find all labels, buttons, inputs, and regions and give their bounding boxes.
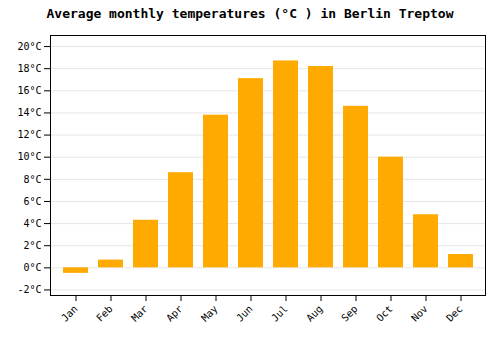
svg-text:Nov: Nov <box>409 303 430 324</box>
svg-text:Apr: Apr <box>164 303 185 324</box>
svg-text:6°C: 6°C <box>23 196 41 207</box>
svg-text:Feb: Feb <box>94 303 115 324</box>
svg-text:14°C: 14°C <box>17 107 41 118</box>
svg-text:16°C: 16°C <box>17 85 41 96</box>
svg-text:Jan: Jan <box>59 303 80 324</box>
svg-text:Jul: Jul <box>269 303 290 324</box>
svg-text:12°C: 12°C <box>17 129 41 140</box>
svg-text:8°C: 8°C <box>23 174 41 185</box>
svg-text:Aug: Aug <box>304 303 325 324</box>
svg-text:Sep: Sep <box>339 303 360 324</box>
svg-text:Dec: Dec <box>444 303 465 324</box>
html-text:Average monthly temperatures (: Average monthly temperatures (°C ) in Be… <box>46 6 454 21</box>
svg-text:4°C: 4°C <box>23 218 41 229</box>
svg-text:Oct: Oct <box>374 303 395 324</box>
svg-text:Mar: Mar <box>129 303 150 324</box>
svg-text:0°C: 0°C <box>23 262 41 273</box>
svg-text:-2°C: -2°C <box>17 284 41 295</box>
svg-text:Jun: Jun <box>234 303 255 324</box>
svg-text:20°C: 20°C <box>17 41 41 52</box>
svg-text:18°C: 18°C <box>17 63 41 74</box>
svg-text:2°C: 2°C <box>23 240 41 251</box>
svg-text:May: May <box>199 303 220 324</box>
svg-text:10°C: 10°C <box>17 151 41 162</box>
